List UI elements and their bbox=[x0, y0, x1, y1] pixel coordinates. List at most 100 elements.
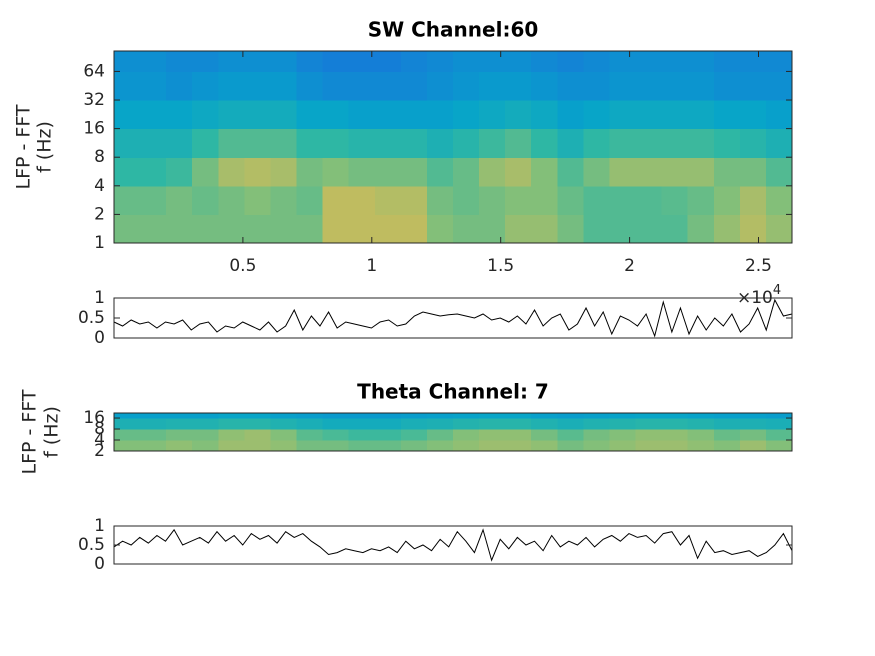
heatmap-cell bbox=[661, 157, 689, 187]
heatmap-cell bbox=[296, 100, 324, 130]
heatmap-cell bbox=[583, 429, 611, 441]
heatmap-cell bbox=[296, 429, 324, 441]
heatmap-cell bbox=[609, 71, 637, 101]
y-axis-label: LFP - FFT bbox=[19, 389, 41, 474]
heatmap-cell bbox=[609, 418, 637, 430]
heatmap-cell bbox=[270, 413, 298, 419]
y-tick-label: 1 bbox=[94, 516, 105, 536]
heatmap-cell bbox=[739, 128, 767, 158]
heatmap-cell bbox=[374, 440, 402, 452]
heatmap-cell bbox=[453, 418, 480, 430]
heatmap-cell bbox=[270, 185, 298, 216]
heatmap-cell bbox=[687, 128, 715, 158]
heatmap-cell bbox=[166, 440, 193, 452]
heatmap-cell bbox=[739, 440, 767, 452]
heatmap-cell bbox=[218, 413, 245, 419]
heatmap-cell bbox=[557, 429, 584, 441]
heatmap-cell bbox=[192, 71, 219, 101]
heatmap-cell bbox=[322, 418, 350, 430]
heatmap-cell bbox=[531, 185, 558, 216]
heatmap-cell bbox=[609, 128, 637, 158]
heatmap-cell bbox=[583, 157, 611, 187]
heatmap-cell bbox=[687, 214, 715, 244]
heatmap-cell bbox=[635, 100, 663, 130]
heatmap-cell bbox=[400, 128, 428, 158]
heatmap-cell bbox=[296, 51, 324, 73]
heatmap-cell bbox=[374, 157, 402, 187]
heatmap-cell bbox=[739, 413, 767, 419]
heatmap-cell bbox=[557, 100, 584, 130]
heatmap-cell bbox=[426, 440, 454, 452]
heatmap-cell bbox=[322, 440, 350, 452]
heatmap-cell bbox=[635, 413, 663, 419]
heatmap-cell bbox=[166, 185, 193, 216]
heatmap-cell bbox=[505, 185, 532, 216]
heatmap-cell bbox=[661, 429, 689, 441]
heatmap-cell bbox=[140, 71, 167, 101]
heatmap-cell bbox=[765, 157, 793, 187]
heatmap-cell bbox=[270, 418, 298, 430]
heatmap-cell bbox=[453, 157, 480, 187]
heatmap-cell bbox=[505, 128, 532, 158]
heatmap-cell bbox=[192, 214, 219, 244]
heatmap-cell bbox=[374, 128, 402, 158]
heatmap-cell bbox=[635, 214, 663, 244]
heatmap-cell bbox=[713, 157, 741, 187]
heatmap-cell bbox=[114, 157, 141, 187]
heatmap-cell bbox=[426, 157, 454, 187]
axes-box bbox=[113, 50, 793, 244]
heatmap-cell bbox=[270, 157, 298, 187]
heatmap-cell bbox=[322, 157, 350, 187]
heatmap-cell bbox=[348, 71, 376, 101]
x-tick-label: 0.5 bbox=[229, 256, 256, 276]
heatmap-cell bbox=[374, 413, 402, 419]
heatmap-cell bbox=[114, 440, 141, 452]
heatmap-cell bbox=[192, 440, 219, 452]
x-tick-label: 2 bbox=[624, 256, 635, 276]
heatmap-cell bbox=[244, 440, 272, 452]
heatmap-cell bbox=[218, 185, 245, 216]
heatmap-cell bbox=[661, 128, 689, 158]
heatmap-cell bbox=[531, 440, 558, 452]
heatmap-cell bbox=[505, 418, 532, 430]
heatmap-cell bbox=[453, 185, 480, 216]
y-tick-label: 4 bbox=[94, 430, 105, 450]
heatmap-cell bbox=[348, 185, 376, 216]
heatmap-cell bbox=[218, 100, 245, 130]
heatmap-cell bbox=[713, 128, 741, 158]
heatmap-cell bbox=[296, 128, 324, 158]
heatmap-cell bbox=[557, 185, 584, 216]
y-tick-label: 0 bbox=[94, 554, 105, 574]
heatmap-cell bbox=[348, 413, 376, 419]
y-tick-label: 0.5 bbox=[78, 308, 105, 328]
heatmap-cell bbox=[322, 413, 350, 419]
heatmap-cell bbox=[479, 71, 506, 101]
heatmap-cell bbox=[400, 51, 428, 73]
heatmap-cell bbox=[322, 71, 350, 101]
heatmap-cell bbox=[348, 100, 376, 130]
heatmap-cell bbox=[192, 100, 219, 130]
heatmap-cell bbox=[218, 128, 245, 158]
heatmap-cell bbox=[140, 429, 167, 441]
heatmap-cell bbox=[583, 71, 611, 101]
heatmap-cell bbox=[400, 157, 428, 187]
heatmap-cell bbox=[140, 413, 167, 419]
heatmap-cell bbox=[531, 157, 558, 187]
heatmap-cell bbox=[505, 429, 532, 441]
heatmap-cell bbox=[296, 157, 324, 187]
y-tick-label: 2 bbox=[94, 204, 105, 224]
heatmap-cell bbox=[218, 214, 245, 244]
heatmap-cell bbox=[192, 157, 219, 187]
heatmap-cell bbox=[583, 185, 611, 216]
heatmap-cell bbox=[166, 100, 193, 130]
heatmap-cell bbox=[479, 418, 506, 430]
heatmap-cell bbox=[400, 440, 428, 452]
heatmap-cell bbox=[609, 413, 637, 419]
heatmap-cell bbox=[557, 413, 584, 419]
heatmap-cell bbox=[296, 185, 324, 216]
heatmap-cell bbox=[244, 51, 272, 73]
heatmap-cell bbox=[270, 440, 298, 452]
heatmap-cell bbox=[400, 413, 428, 419]
heatmap-cell bbox=[739, 100, 767, 130]
heatmap-cell bbox=[453, 440, 480, 452]
